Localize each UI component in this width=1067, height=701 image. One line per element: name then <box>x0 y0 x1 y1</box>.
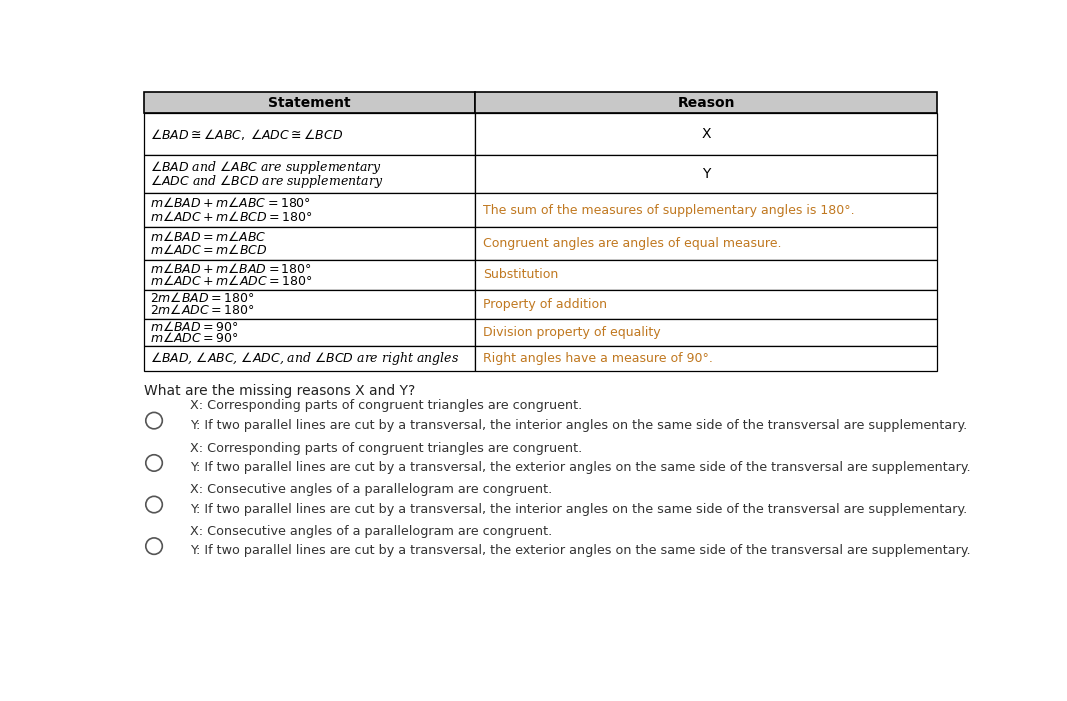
Bar <box>475 226 937 259</box>
Bar <box>144 346 475 371</box>
Text: $2m\angle ADC = 180°$: $2m\angle ADC = 180°$ <box>149 304 254 317</box>
Bar <box>475 92 937 114</box>
Bar <box>475 114 937 155</box>
Bar <box>475 193 937 226</box>
Bar <box>144 193 475 226</box>
Text: $m\angle BAD + m\angle BAD = 180°$: $m\angle BAD + m\angle BAD = 180°$ <box>149 261 312 275</box>
Text: $m\angle ADC + m\angle BCD = 180°$: $m\angle ADC + m\angle BCD = 180°$ <box>149 210 313 224</box>
Bar <box>475 259 937 290</box>
Text: $m\angle ADC = 90°$: $m\angle ADC = 90°$ <box>149 331 239 345</box>
Bar <box>144 155 475 193</box>
Text: Y: If two parallel lines are cut by a transversal, the interior angles on the sa: Y: If two parallel lines are cut by a tr… <box>190 418 967 432</box>
Text: X: Corresponding parts of congruent triangles are congruent.: X: Corresponding parts of congruent tria… <box>190 442 582 455</box>
Bar <box>144 259 475 290</box>
Text: X: Consecutive angles of a parallelogram are congruent.: X: Consecutive angles of a parallelogram… <box>190 525 552 538</box>
Bar <box>475 319 937 346</box>
Text: $m\angle BAD = 90°$: $m\angle BAD = 90°$ <box>149 320 238 334</box>
Bar <box>475 290 937 319</box>
Text: Right angles have a measure of 90°.: Right angles have a measure of 90°. <box>483 352 713 365</box>
Text: Statement: Statement <box>268 95 351 109</box>
Text: Reason: Reason <box>678 95 735 109</box>
Text: Property of addition: Property of addition <box>483 298 607 311</box>
Bar <box>144 290 475 319</box>
Text: $2m\angle BAD = 180°$: $2m\angle BAD = 180°$ <box>149 292 254 306</box>
Text: $\angle BAD$, $\angle ABC$, $\angle ADC$, and $\angle BCD$ are right angles: $\angle BAD$, $\angle ABC$, $\angle ADC$… <box>149 350 459 367</box>
Text: $m\angle ADC = m\angle BCD$: $m\angle ADC = m\angle BCD$ <box>149 243 267 257</box>
Text: X: Corresponding parts of congruent triangles are congruent.: X: Corresponding parts of congruent tria… <box>190 400 582 412</box>
Text: $m\angle BAD = m\angle ABC$: $m\angle BAD = m\angle ABC$ <box>149 229 267 243</box>
Text: X: Consecutive angles of a parallelogram are congruent.: X: Consecutive angles of a parallelogram… <box>190 484 552 496</box>
Text: Y: If two parallel lines are cut by a transversal, the interior angles on the sa: Y: If two parallel lines are cut by a tr… <box>190 503 967 516</box>
Text: Substitution: Substitution <box>483 268 558 281</box>
Bar <box>144 226 475 259</box>
Bar <box>144 114 475 155</box>
Text: Y: If two parallel lines are cut by a transversal, the exterior angles on the sa: Y: If two parallel lines are cut by a tr… <box>190 544 970 557</box>
Text: Division property of equality: Division property of equality <box>483 326 660 339</box>
Bar <box>475 155 937 193</box>
Text: Y: Y <box>702 168 711 182</box>
Text: $m\angle ADC + m\angle ADC = 180°$: $m\angle ADC + m\angle ADC = 180°$ <box>149 273 313 287</box>
Text: X: X <box>701 127 711 141</box>
Bar <box>144 92 475 114</box>
Text: What are the missing reasons X and Y?: What are the missing reasons X and Y? <box>144 384 415 398</box>
Text: $m\angle BAD + m\angle ABC = 180°$: $m\angle BAD + m\angle ABC = 180°$ <box>149 196 310 210</box>
Text: Congruent angles are angles of equal measure.: Congruent angles are angles of equal mea… <box>483 237 782 250</box>
Text: Y: If two parallel lines are cut by a transversal, the exterior angles on the sa: Y: If two parallel lines are cut by a tr… <box>190 461 970 474</box>
Text: The sum of the measures of supplementary angles is 180°.: The sum of the measures of supplementary… <box>483 203 855 217</box>
Text: $\angle BAD$ and $\angle ABC$ are supplementary: $\angle BAD$ and $\angle ABC$ are supple… <box>149 159 382 176</box>
Text: $\angle ADC$ and $\angle BCD$ are supplementary: $\angle ADC$ and $\angle BCD$ are supple… <box>149 172 383 190</box>
Text: $\angle BAD \cong \angle ABC, \;\angle ADC \cong \angle BCD$: $\angle BAD \cong \angle ABC, \;\angle A… <box>149 127 344 142</box>
Bar <box>144 319 475 346</box>
Bar <box>475 346 937 371</box>
